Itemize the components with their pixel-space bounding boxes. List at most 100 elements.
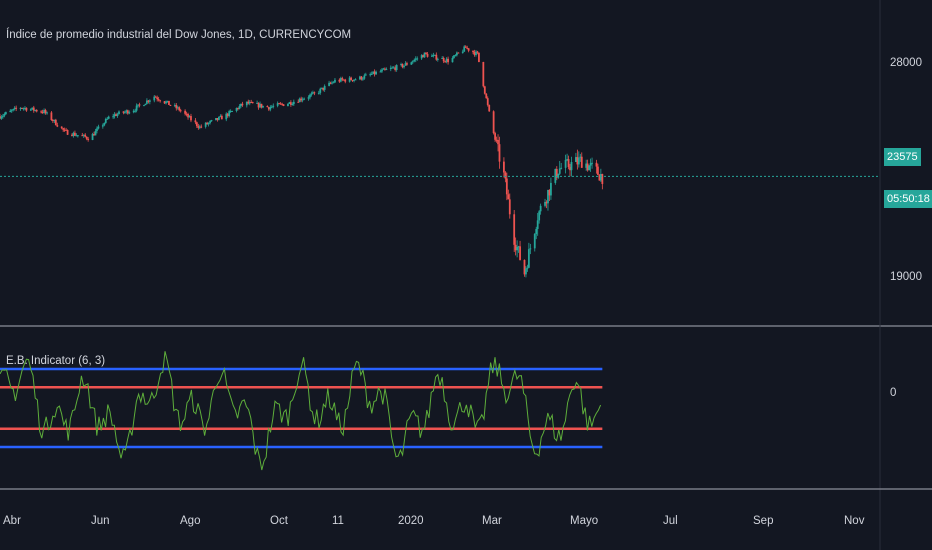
candle-body	[339, 78, 342, 82]
candle-body	[382, 68, 385, 70]
time-label-11: 11	[332, 515, 344, 527]
candle-body	[342, 79, 345, 81]
candle-body	[12, 108, 15, 111]
candle-body	[235, 108, 238, 111]
candle-body	[423, 52, 426, 58]
candle-body	[400, 63, 402, 65]
candle-body	[495, 139, 498, 141]
candle-body	[50, 112, 53, 121]
candle-body	[113, 114, 116, 117]
candle-body	[444, 61, 447, 63]
candle-body	[331, 82, 333, 84]
candle-body	[188, 116, 191, 118]
candle-body	[228, 111, 231, 117]
candle-body	[97, 126, 100, 129]
candle-body	[194, 120, 197, 123]
candle-body	[550, 182, 552, 196]
candle-body	[250, 101, 253, 103]
candle-body	[414, 58, 417, 60]
candle-body	[416, 58, 419, 60]
candle-body	[351, 80, 354, 82]
candle-body	[279, 103, 282, 105]
candle-body	[66, 130, 69, 135]
candle-body	[381, 69, 383, 72]
candle-body	[169, 104, 172, 106]
candle-body	[146, 100, 148, 104]
candle-body	[359, 76, 361, 80]
candle-body	[529, 248, 532, 250]
candle-body	[259, 103, 261, 108]
candle-body	[122, 111, 125, 113]
candle-body	[544, 201, 546, 206]
candle-body	[229, 111, 232, 113]
candle-body	[466, 47, 469, 49]
candle-body	[558, 168, 561, 174]
candle-body	[198, 126, 201, 128]
candle-body	[392, 67, 395, 69]
candle-body	[43, 109, 45, 113]
candle-body	[144, 103, 147, 106]
candle-body	[74, 132, 76, 136]
candle-body	[425, 52, 427, 54]
candle-body	[9, 110, 12, 113]
candle-body	[447, 58, 449, 63]
candle-body	[373, 71, 376, 75]
candle-body	[461, 51, 464, 53]
candle-body	[10, 110, 13, 112]
candle-body	[225, 113, 228, 120]
candle-body	[126, 110, 129, 114]
candle-body	[404, 63, 407, 66]
candle-body	[389, 67, 392, 70]
candle-body	[597, 166, 599, 175]
candle-body	[507, 194, 510, 200]
time-label-2020: 2020	[398, 515, 424, 527]
candle-body	[207, 122, 210, 125]
candle-body	[272, 105, 275, 107]
candle-body	[455, 52, 458, 56]
candle-body	[147, 100, 150, 102]
countdown-tag: 05:50:18	[884, 190, 932, 208]
price-tick-19000: 19000	[890, 271, 922, 283]
candle-body	[53, 119, 56, 122]
price-candles	[0, 45, 604, 278]
candle-body	[137, 104, 139, 106]
candle-body	[34, 110, 37, 112]
candle-body	[350, 77, 353, 81]
candle-body	[595, 162, 598, 167]
candle-body	[476, 51, 479, 53]
candle-body	[231, 110, 234, 112]
candle-body	[62, 128, 65, 130]
candle-body	[435, 54, 438, 60]
candle-body	[176, 107, 179, 109]
candle-body	[494, 133, 496, 140]
candle-body	[82, 134, 85, 136]
candle-body	[391, 67, 394, 69]
candle-body	[580, 156, 583, 168]
candle-body	[591, 162, 593, 164]
candle-body	[25, 107, 28, 111]
candle-body	[385, 69, 388, 71]
candle-body	[503, 161, 505, 173]
candle-body	[478, 52, 480, 62]
candle-body	[281, 103, 283, 105]
candle-body	[65, 129, 68, 131]
candle-body	[545, 201, 548, 204]
candle-body	[84, 134, 87, 137]
candle-body	[307, 97, 310, 99]
candle-body	[442, 57, 445, 62]
candle-body	[497, 139, 499, 145]
candle-body	[101, 125, 104, 127]
candle-body	[3, 114, 6, 116]
candle-body	[187, 113, 189, 118]
candle-body	[539, 205, 542, 212]
candle-body	[175, 105, 178, 109]
candle-body	[40, 111, 43, 113]
candle-body	[492, 111, 495, 134]
time-label-jul: Jul	[663, 515, 678, 527]
candle-body	[527, 249, 530, 268]
candle-body	[353, 79, 355, 81]
candle-body	[473, 52, 476, 55]
candle-body	[432, 55, 435, 57]
candle-body	[505, 178, 508, 195]
